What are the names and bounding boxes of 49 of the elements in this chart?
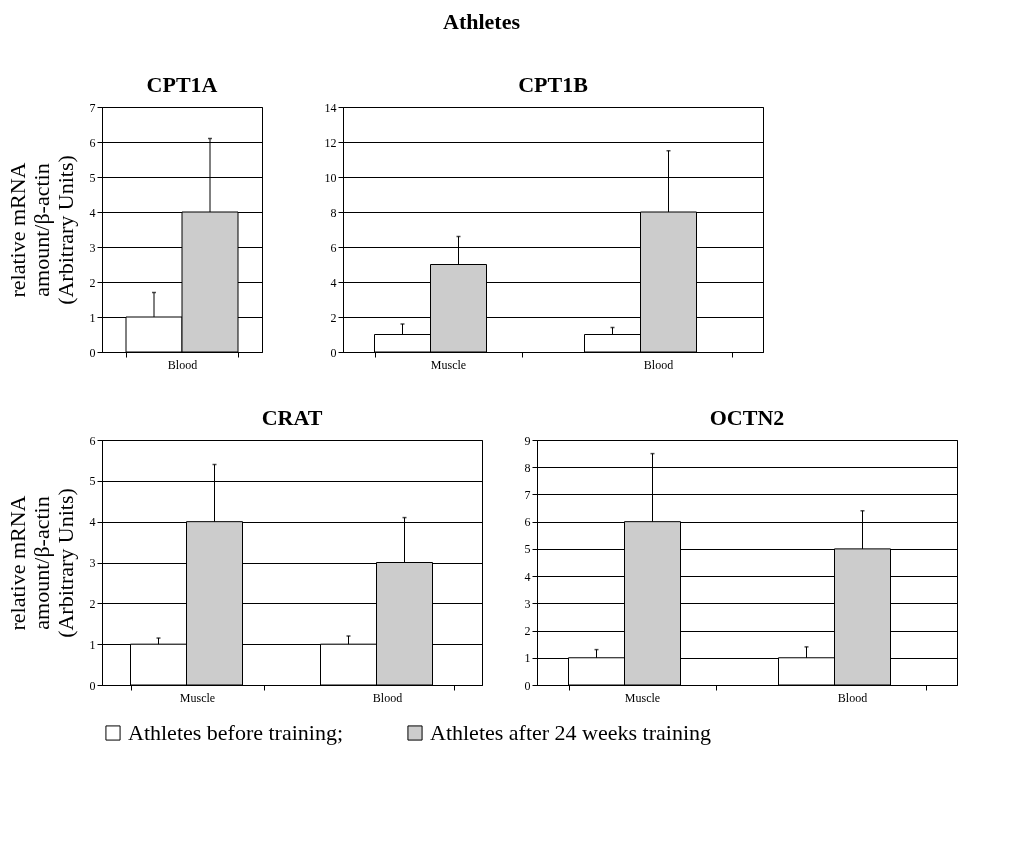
y-tick-label: 0 xyxy=(524,678,531,693)
y-tick-label: 4 xyxy=(330,275,337,290)
chart-title: OCTN2 xyxy=(709,405,785,430)
text: Athletes xyxy=(443,8,521,34)
y-tick-label: 9 xyxy=(524,433,531,448)
y-tick-label: 7 xyxy=(89,100,96,115)
y-tick-label: 5 xyxy=(89,474,96,489)
chart-title: CPT1A xyxy=(146,72,218,97)
x-tick-label: Blood xyxy=(167,357,198,372)
chart-title: CPT1B xyxy=(518,72,589,97)
y-tick-label: 8 xyxy=(330,205,337,220)
legend-label: Athletes after 24 weeks training xyxy=(430,720,712,745)
y-tick-label: 14 xyxy=(324,100,337,115)
y-tick-label: 6 xyxy=(89,135,96,150)
y-tick-label: 3 xyxy=(89,240,96,255)
x-tick-label: Muscle xyxy=(624,690,661,705)
x-tick-label: Blood xyxy=(837,690,868,705)
y-tick-label: 3 xyxy=(89,556,96,570)
y-tick-label: 6 xyxy=(524,515,531,530)
y-tick-label: 6 xyxy=(330,240,337,255)
y-tick-label: 7 xyxy=(524,487,531,502)
y-tick-label: 2 xyxy=(330,310,337,325)
y-tick-label: 12 xyxy=(324,135,337,150)
y-tick-label: 3 xyxy=(524,596,531,611)
y-tick-label: 0 xyxy=(89,678,96,693)
y-tick-label: 1 xyxy=(89,310,96,325)
y-tick-label: 4 xyxy=(524,569,531,584)
legend-label: Athletes before training; xyxy=(128,720,344,745)
y-tick-label: 0 xyxy=(89,345,96,360)
y-tick-label: 1 xyxy=(89,637,96,652)
y-tick-label: 1 xyxy=(524,651,531,666)
y-axis-title: relative mRNA amount/β-actin (Arbitrary Units) xyxy=(4,155,78,305)
y-tick-label: 5 xyxy=(89,170,96,185)
x-tick-label: Muscle xyxy=(179,690,216,705)
y-axis-title: relative mRNA amount/β-actin (Arbitrary Units) xyxy=(4,488,78,638)
y-tick-label: 4 xyxy=(89,515,96,530)
y-tick-label: 4 xyxy=(89,205,96,220)
y-tick-label: 10 xyxy=(324,170,337,185)
x-tick-label: Blood xyxy=(372,690,403,705)
y-tick-label: 2 xyxy=(524,624,531,639)
y-tick-label: 2 xyxy=(89,275,96,290)
x-tick-label: Blood xyxy=(643,357,674,372)
y-tick-label: 5 xyxy=(524,542,531,557)
y-tick-label: 8 xyxy=(524,460,531,475)
x-tick-label: Muscle xyxy=(430,357,467,372)
chart-title: CRAT xyxy=(261,405,323,430)
y-tick-label: 0 xyxy=(330,345,337,360)
y-tick-label: 2 xyxy=(89,596,96,611)
y-tick-label: 6 xyxy=(89,433,96,448)
